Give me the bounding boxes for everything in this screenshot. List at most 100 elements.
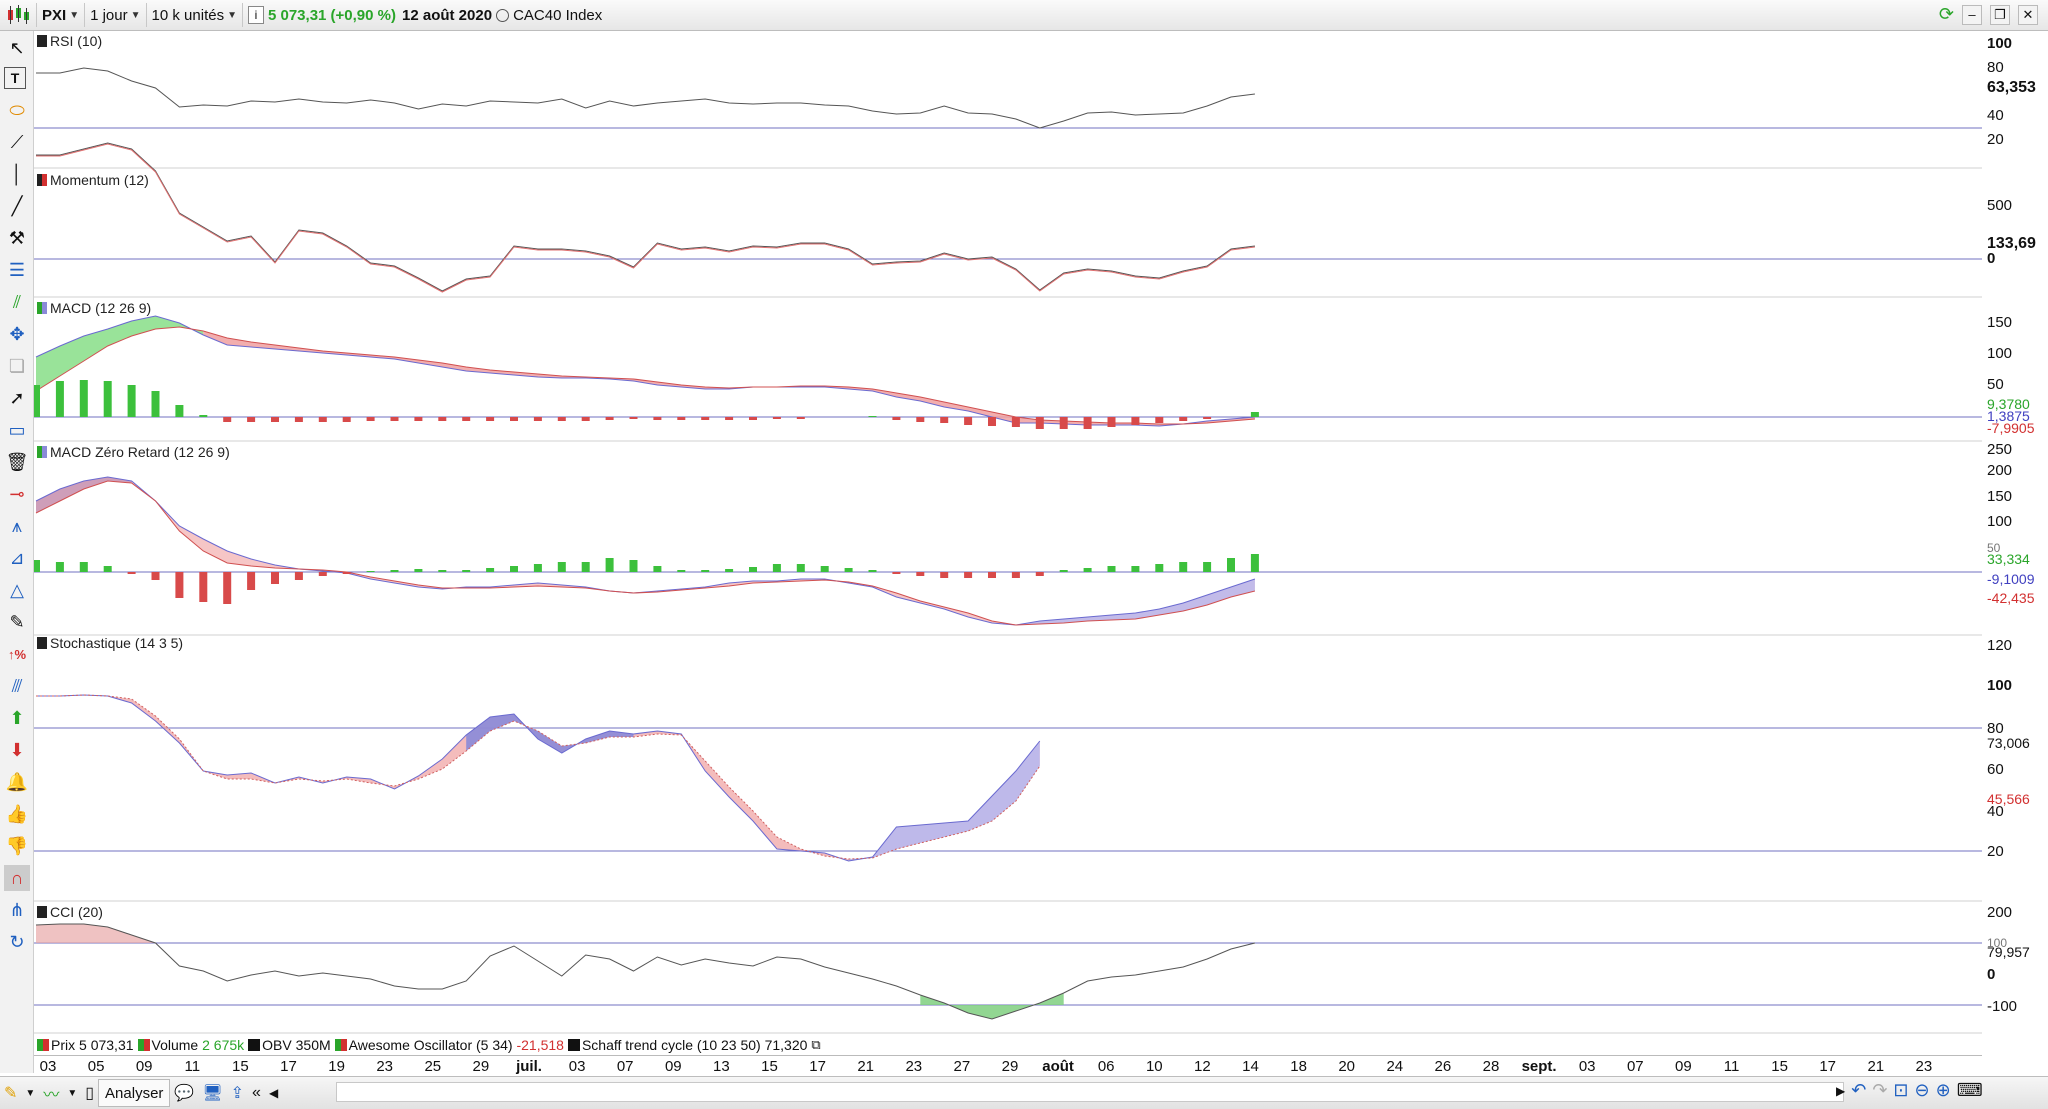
zoom-in-icon[interactable]: ⊕ <box>1935 1080 1951 1100</box>
period-selector[interactable]: 1 jour ▼ <box>85 3 147 27</box>
axis-label: 40 <box>1987 107 2004 124</box>
triangle-tool-icon[interactable]: △ <box>10 579 24 600</box>
macd-histogram-bar <box>199 415 208 417</box>
regression-icon[interactable]: ⫻ <box>11 675 23 696</box>
macd-histogram-bar <box>1035 417 1044 429</box>
info-icon[interactable]: i <box>247 6 264 24</box>
undo-icon[interactable]: ↶ <box>1851 1080 1867 1100</box>
pane-title-momentum[interactable]: Momentum (12) <box>37 172 149 188</box>
axis-label: 120 <box>1987 637 2013 654</box>
copy-icon[interactable]: ❏ <box>8 355 26 376</box>
detach-icon[interactable]: ⧉ <box>811 1037 821 1052</box>
legend-item-price[interactable]: Prix 5 073,31 <box>37 1037 134 1053</box>
date-tick-label: 27 <box>953 1058 971 1075</box>
axis-label: 250 <box>1987 441 2013 458</box>
keyboard-icon[interactable]: ⌨ <box>1956 1080 1983 1100</box>
scroll-right-icon[interactable]: ▶ <box>1836 1083 1846 1098</box>
macd-histogram-bar <box>34 385 40 417</box>
dropdown-chevron-icon[interactable]: ▼ <box>67 1087 78 1099</box>
refresh-icon[interactable]: ⟳ <box>1938 4 1954 24</box>
chart-type-button[interactable] <box>0 3 37 27</box>
collapse-icon[interactable]: « <box>252 1084 261 1101</box>
sell-arrow-icon[interactable]: ⬇ <box>9 739 25 760</box>
cycle-tool-icon[interactable]: ↻ <box>9 931 25 952</box>
axis-label: 40 <box>1987 803 2004 820</box>
ellipse-tool-icon[interactable]: ⬭ <box>9 99 25 120</box>
screen-icon[interactable]: 🖥 <box>202 1085 223 1102</box>
pane-title-macd-zero-lag[interactable]: MACD Zéro Retard (12 26 9) <box>37 444 230 460</box>
percent-tool-icon[interactable]: ↑% <box>7 646 27 662</box>
tools-icon[interactable]: ⚒ <box>8 227 26 248</box>
minimize-button[interactable]: – <box>1962 4 1982 25</box>
trash-icon[interactable]: 🗑 <box>5 451 29 472</box>
time-scrollbar[interactable] <box>336 1082 1844 1102</box>
chart-area[interactable] <box>34 31 1982 1060</box>
zlmacd-histogram-bar <box>892 572 901 574</box>
macd-histogram-value: 9,3780 <box>1987 396 2030 412</box>
legend-item-obv[interactable]: OBV 350M <box>248 1037 331 1053</box>
scroll-left-icon[interactable]: ◀ <box>268 1086 279 1100</box>
date-tick-label: 23 <box>905 1058 923 1075</box>
redo-icon[interactable]: ↷ <box>1872 1080 1888 1100</box>
macd-histogram-bar <box>55 381 64 417</box>
channel-icon[interactable]: ⫽ <box>12 291 22 312</box>
fib-fan-icon[interactable]: ⊿ <box>9 547 25 568</box>
vertical-line-icon[interactable]: │ <box>11 163 23 184</box>
legend-item-awesome-oscillator[interactable]: Awesome Oscillator (5 34) -21,518 <box>334 1037 564 1053</box>
chat-icon[interactable]: 💬 <box>174 1085 195 1102</box>
radio-icon[interactable] <box>496 8 510 22</box>
date-tick-label: 23 <box>376 1058 394 1075</box>
legend-item-schaff[interactable]: Schaff trend cycle (10 23 50) 71,320 ⧉ <box>567 1037 821 1053</box>
thumbs-down-icon[interactable]: 👎 <box>5 835 29 856</box>
legend-swatch <box>334 1039 347 1051</box>
pane-title-rsi[interactable]: RSI (10) <box>37 33 102 49</box>
zoom-out-icon[interactable]: ⊖ <box>1914 1080 1930 1100</box>
trendline-icon[interactable]: ╱ <box>11 195 23 216</box>
buy-arrow-icon[interactable]: ⬆ <box>9 707 25 728</box>
date-tick-label: 12 <box>1194 1058 1211 1075</box>
cursor-icon[interactable]: ↖ <box>9 37 25 58</box>
symbol-selector[interactable]: PXI ▼ <box>37 3 86 27</box>
arrow-tool-icon[interactable]: ➚ <box>9 387 25 408</box>
zlmacd-histogram-bar <box>366 571 375 572</box>
date-tick-label: 21 <box>857 1058 875 1075</box>
zoom-fit-icon[interactable]: ⊡ <box>1893 1080 1909 1100</box>
cci-oversold-area <box>920 993 1064 1019</box>
text-tool-icon[interactable]: T <box>4 67 26 89</box>
pane-title-text: Momentum (12) <box>50 172 149 188</box>
restore-button[interactable]: ❐ <box>1990 4 2010 25</box>
thumbs-up-icon[interactable]: 👍 <box>5 803 29 824</box>
zlmacd-histogram-bar <box>271 572 279 584</box>
hline-tool-icon[interactable]: ⊸ <box>9 483 25 504</box>
magnet-icon[interactable]: ∩ <box>4 865 30 891</box>
fibonacci-icon[interactable]: ☰ <box>8 259 26 280</box>
zlmacd-histogram-bar <box>1179 562 1188 572</box>
macd-histogram-bar <box>223 417 232 422</box>
date-tick-label: 17 <box>280 1058 297 1075</box>
draw-pencil-icon[interactable]: ✎ <box>4 1085 18 1102</box>
layout-icon[interactable]: ▯ <box>85 1085 95 1102</box>
rectangle-tool-icon[interactable]: ▭ <box>8 419 26 440</box>
units-selector[interactable]: 10 k unités ▼ <box>147 3 243 27</box>
alert-bell-icon[interactable]: 🔔 <box>5 771 29 792</box>
export-icon[interactable]: ⇪ <box>230 1085 245 1102</box>
move-icon[interactable]: ✥ <box>9 323 25 344</box>
analyze-button[interactable]: Analyser <box>98 1079 171 1107</box>
pane-title-macd[interactable]: MACD (12 26 9) <box>37 300 151 316</box>
segment-tool-icon[interactable]: ⟋ <box>10 131 24 152</box>
pane-title-cci[interactable]: CCI (20) <box>37 904 103 920</box>
macd-histogram-bar <box>1083 417 1092 429</box>
dropdown-chevron-icon[interactable]: ▼ <box>25 1087 36 1099</box>
index-name: CAC40 Index <box>513 6 603 24</box>
axis-label: 0 <box>1987 966 1996 983</box>
macd-histogram-bar <box>1059 417 1068 429</box>
indicator-chart-icon[interactable]: 〰 <box>43 1087 60 1104</box>
pane-title-stochastic[interactable]: Stochastique (14 3 5) <box>37 635 183 651</box>
macd-histogram-bar <box>271 417 279 422</box>
legend-item-volume[interactable]: Volume 2 675k <box>137 1037 244 1053</box>
pen-icon[interactable]: ✎ <box>9 611 25 632</box>
pitchfork-icon[interactable]: ⋔ <box>9 899 25 920</box>
macd-histogram-bar <box>749 417 757 420</box>
pattern-icon[interactable]: ⩚ <box>11 515 23 536</box>
close-button[interactable]: ✕ <box>2018 4 2038 25</box>
